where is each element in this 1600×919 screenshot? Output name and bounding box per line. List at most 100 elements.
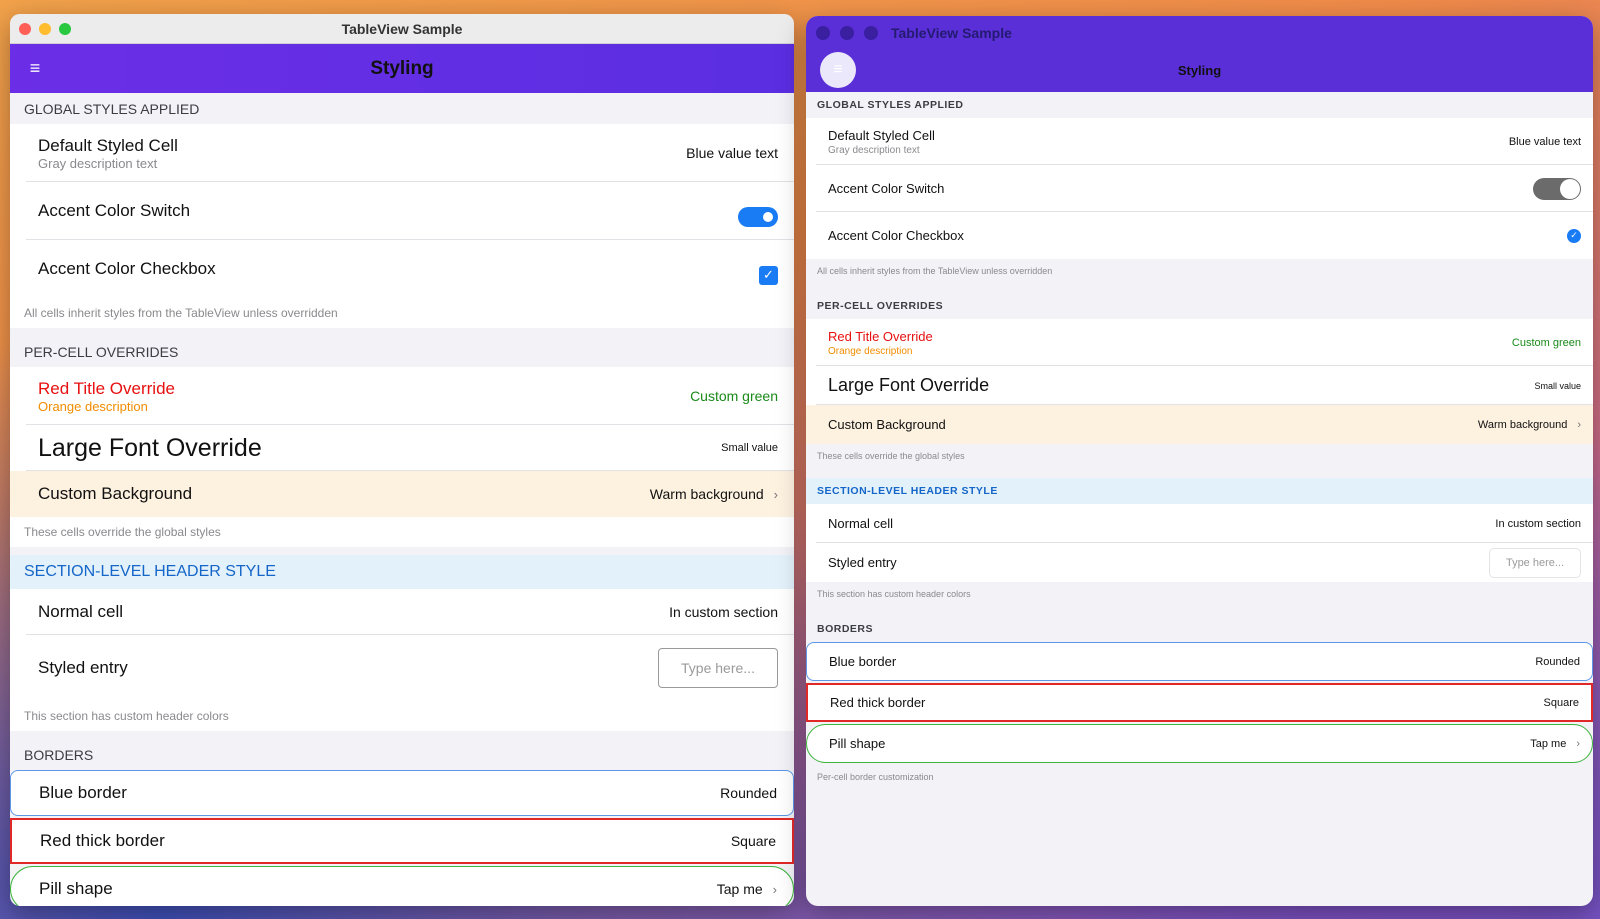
cell-text: Accent Color Switch: [38, 201, 738, 221]
cell-title: Red thick border: [40, 831, 165, 850]
cell-value: Custom green: [1511, 336, 1581, 349]
chevron: ›: [772, 881, 777, 897]
table-cell: Accent Color Switch: [806, 165, 1593, 212]
cell-text: Custom Background: [38, 484, 650, 504]
cell-title: Large Font Override: [38, 433, 262, 462]
table-cell[interactable]: Custom Background Warm background ›: [10, 471, 794, 517]
cell-title: Normal cell: [828, 516, 894, 531]
section-footer: This section has custom header colors: [10, 701, 794, 731]
cell-text: Normal cell: [38, 602, 669, 622]
table-cell: Red thick border Square: [806, 683, 1593, 722]
cell-title: Custom Background: [828, 417, 946, 432]
cell-text: Pill shape: [39, 879, 717, 899]
window-controls: [816, 16, 878, 49]
switch-knob: [1560, 178, 1580, 199]
close-button[interactable]: [816, 25, 830, 40]
menu-button[interactable]: ≡: [820, 52, 856, 88]
close-button[interactable]: [19, 22, 31, 35]
cell-title: Pill shape: [829, 736, 886, 751]
zoom-button[interactable]: [59, 22, 71, 35]
title-bar: TableView Sample: [806, 16, 1593, 49]
cell-text: Pill shape: [829, 736, 1530, 751]
window-title: TableView Sample: [341, 20, 463, 37]
window-controls: [19, 14, 71, 43]
cell-value: Small value: [721, 442, 778, 454]
cell-title: Red Title Override: [828, 328, 933, 344]
section-header: PER-CELL OVERRIDES: [817, 300, 944, 312]
toggle-switch[interactable]: [738, 207, 778, 227]
cell-text: Red Title Override Orange description: [38, 379, 690, 414]
nav-title: Styling: [370, 57, 434, 79]
cell-title: Blue border: [39, 783, 127, 802]
table-cell: Accent Color Checkbox ✓: [10, 240, 794, 298]
table-cell: Red Title Override Orange description Cust…: [10, 367, 794, 425]
cell-description: Orange description: [828, 345, 913, 357]
nav-title: Styling: [1177, 63, 1222, 78]
table-cell[interactable]: Pill shape Tap me ›: [806, 724, 1593, 763]
table-cell[interactable]: Custom Background Warm background ›: [806, 405, 1593, 444]
cell-text: Custom Background: [828, 417, 1478, 432]
cell-text: Accent Color Switch: [828, 181, 1533, 196]
section-footer: All cells inherit styles from the TableV…: [10, 298, 794, 328]
cell-text: Normal cell: [828, 516, 1495, 531]
cell-text: Red Title Override Orange description: [828, 329, 1512, 357]
section-footer: All cells inherit styles from the TableV…: [817, 266, 1053, 276]
minimize-button[interactable]: [840, 25, 854, 40]
table-cell: Red Title Override Orange description Cust…: [806, 319, 1593, 366]
cell-title: Normal cell: [38, 602, 124, 621]
cell-title: Red Title Override: [38, 378, 175, 398]
cell-text: Accent Color Checkbox: [828, 228, 1567, 243]
table-cell[interactable]: Pill shape Tap me ›: [10, 866, 794, 906]
table-cell: Default Styled Cell Gray description text…: [806, 118, 1593, 165]
cell-value: In custom section: [1495, 517, 1581, 530]
cell-description: Orange description: [38, 398, 148, 414]
table-cell: Accent Color Checkbox ✓: [806, 212, 1593, 259]
section-header: GLOBAL STYLES APPLIED: [24, 100, 200, 117]
section-footer: Per-cell border customization: [817, 772, 934, 782]
section-header: SECTION-LEVEL HEADER STYLE: [806, 478, 1593, 504]
table-cell: Styled entry Type here...: [806, 543, 1593, 582]
checkbox[interactable]: ✓: [759, 265, 778, 285]
window: TableView Sample ≡ Styling GLOBAL STYLES AP…: [806, 16, 1593, 906]
cell-title: Accent Color Switch: [828, 181, 945, 196]
section-header: BORDERS: [24, 746, 94, 763]
cell-description: Gray description text: [828, 144, 920, 156]
cell-text: Styled entry: [828, 555, 1489, 570]
section-header: PER-CELL OVERRIDES: [24, 343, 179, 360]
cell-value: Square: [1543, 696, 1579, 709]
cell-text: Default Styled Cell Gray description text: [828, 128, 1509, 156]
table-cell: Red thick border Square: [10, 818, 794, 864]
cell-text: Red thick border: [40, 831, 731, 851]
cell-description: Gray description text: [38, 155, 158, 171]
table-cell: Large Font Override Small value: [10, 425, 794, 471]
cell-value: Blue value text: [1508, 135, 1581, 148]
minimize-button[interactable]: [39, 22, 51, 35]
section-header: SECTION-LEVEL HEADER STYLE: [10, 555, 794, 589]
menu-button[interactable]: ≡: [29, 58, 41, 78]
nav-bar: ≡ Styling: [10, 44, 794, 93]
cell-value: In custom section: [669, 604, 778, 620]
chevron: ›: [1576, 737, 1580, 750]
table-cell: Styled entry Type here...: [10, 635, 794, 701]
cell-text: Red thick border: [830, 695, 1544, 710]
table-view: GLOBAL STYLES APPLIED Default Styled Cell…: [10, 93, 794, 906]
toggle-switch[interactable]: [1533, 177, 1581, 200]
checkbox[interactable]: ✓: [1567, 228, 1581, 243]
section-footer: These cells override the global styles: [10, 517, 794, 547]
table-cell: Large Font Override Small value: [806, 366, 1593, 405]
cell-title: Styled entry: [38, 658, 128, 677]
table-cell: Normal cell In custom section: [10, 589, 794, 635]
cell-title: Custom Background: [38, 484, 193, 503]
text-entry[interactable]: Type here...: [1489, 547, 1581, 578]
cell-title: Styled entry: [828, 555, 897, 570]
cell-title: Default Styled Cell: [828, 127, 935, 143]
cell-value: Tap me: [1530, 737, 1567, 750]
zoom-button[interactable]: [864, 25, 878, 40]
table-cell: Accent Color Switch: [10, 182, 794, 240]
table-cell: Default Styled Cell Gray description text…: [10, 124, 794, 182]
cell-title: Accent Color Checkbox: [38, 259, 216, 278]
window: TableView Sample ≡ Styling GLOBAL STYLES AP…: [10, 14, 794, 906]
cell-text: Large Font Override: [38, 434, 721, 463]
text-entry[interactable]: Type here...: [658, 648, 778, 688]
cell-value: Small value: [1534, 380, 1581, 391]
